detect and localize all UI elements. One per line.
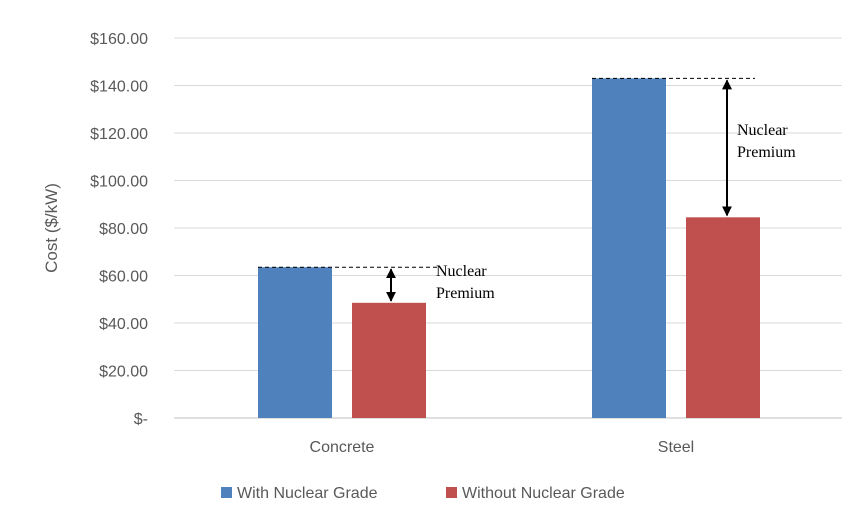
legend-swatch (221, 487, 232, 498)
annotation-label-line2: Premium (436, 285, 495, 302)
y-tick-label: $160.00 (90, 31, 148, 48)
bar-concrete-with-nuclear-grade (258, 267, 332, 418)
y-axis-ticks: $- $20.00 $40.00 $60.00 $80.00 $100.00 $120.00… (90, 31, 148, 428)
annotation-label-line1: Nuclear (436, 263, 487, 280)
y-tick-label: $80.00 (99, 221, 148, 238)
bar-concrete-without-nuclear-grade (352, 302, 426, 418)
bars (258, 78, 760, 418)
y-tick-label: $100.00 (90, 174, 148, 191)
legend: With Nuclear Grade Without Nuclear Grade (221, 485, 625, 502)
y-tick-label: $140.00 (90, 79, 148, 96)
x-tick-label: Concrete (310, 439, 375, 456)
annotations: Nuclear Premium Nuclear Premium (258, 77, 796, 302)
x-tick-label: Steel (658, 439, 694, 456)
x-axis-ticks: Concrete Steel (310, 439, 695, 456)
annotation-label-line2: Premium (737, 144, 796, 161)
y-axis-title: Cost ($/kW) (42, 183, 61, 273)
annotation-label-line1: Nuclear (737, 122, 788, 139)
bar-steel-without-nuclear-grade (686, 217, 760, 418)
y-tick-label: $20.00 (99, 364, 148, 381)
legend-label: With Nuclear Grade (237, 485, 378, 502)
legend-swatch (446, 487, 457, 498)
bar-steel-with-nuclear-grade (592, 78, 666, 418)
y-tick-label: $60.00 (99, 269, 148, 286)
y-tick-label: $120.00 (90, 126, 148, 143)
y-tick-label: $40.00 (99, 316, 148, 333)
y-tick-label: $- (134, 411, 148, 428)
legend-label: Without Nuclear Grade (462, 485, 625, 502)
